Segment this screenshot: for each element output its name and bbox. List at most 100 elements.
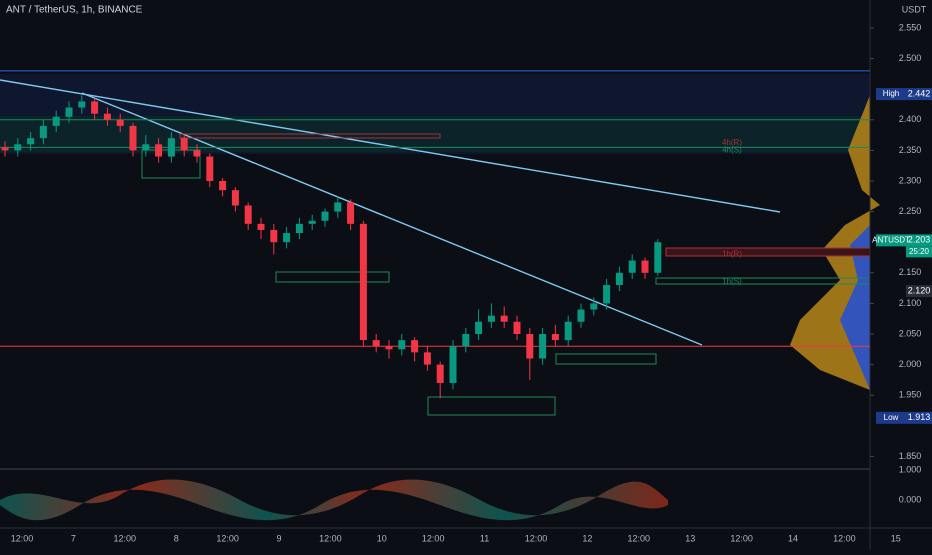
candle-body xyxy=(65,107,73,117)
candle-body xyxy=(244,205,252,224)
candle-body xyxy=(590,303,598,310)
x-tick-label: 12:00 xyxy=(216,533,239,543)
candle-body xyxy=(283,233,291,243)
currency-label: USDT xyxy=(902,4,927,14)
volume-profile-value-area xyxy=(840,225,870,390)
y-tick-label: 2.000 xyxy=(899,359,922,369)
candle-body xyxy=(551,334,559,341)
x-tick-label: 7 xyxy=(71,533,76,543)
trend-line xyxy=(81,92,703,346)
candle-body xyxy=(206,156,214,181)
x-tick-label: 15 xyxy=(891,533,901,543)
candle-body xyxy=(385,346,393,350)
price-label: 2.203 xyxy=(908,235,931,245)
price-label: 2.442 xyxy=(908,88,931,98)
oscillator-tick-label: 1.000 xyxy=(899,464,922,474)
candle-body xyxy=(91,101,99,114)
y-tick-label: 2.150 xyxy=(899,267,922,277)
candle-body xyxy=(628,260,636,273)
candle-body xyxy=(526,334,534,359)
x-tick-label: 12:00 xyxy=(730,533,753,543)
y-tick-label: 2.400 xyxy=(899,114,922,124)
candle-body xyxy=(462,334,470,347)
oscillator xyxy=(0,479,668,521)
candle-body xyxy=(14,144,22,151)
candle-body xyxy=(577,309,585,322)
candle-body xyxy=(180,138,188,151)
candle-body xyxy=(423,352,431,365)
candle-body xyxy=(475,321,483,334)
x-tick-label: 12:00 xyxy=(319,533,342,543)
candle-body xyxy=(295,223,303,234)
countdown-box xyxy=(906,246,932,258)
order-block xyxy=(555,353,657,365)
candle-body xyxy=(27,138,35,145)
x-tick-label: 12:00 xyxy=(628,533,651,543)
candle-body xyxy=(308,220,316,224)
y-tick-label: 2.100 xyxy=(899,298,922,308)
x-tick-label: 14 xyxy=(788,533,798,543)
order-block xyxy=(427,396,556,416)
zone-label: 1h(S) xyxy=(722,277,742,286)
price-label: 1.913 xyxy=(908,412,931,422)
candle-body xyxy=(1,147,9,151)
price-label-box xyxy=(906,285,932,298)
oscillator-tick-label: 0.000 xyxy=(899,494,922,504)
candle-body xyxy=(372,340,380,347)
price-label-name-box xyxy=(876,234,906,247)
price-label-name: ANTUSDT xyxy=(872,235,910,244)
candle-body xyxy=(359,223,367,341)
x-tick-label: 12 xyxy=(582,533,592,543)
candle-body xyxy=(513,321,521,334)
price-label-box xyxy=(906,88,932,101)
candle-body xyxy=(167,138,175,157)
candle-body xyxy=(142,144,150,151)
candle-body xyxy=(129,125,137,151)
candle-body xyxy=(231,190,239,206)
price-label: 2.120 xyxy=(908,286,931,296)
x-tick-label: 9 xyxy=(276,533,281,543)
candle-body xyxy=(398,340,406,350)
price-label-box xyxy=(906,234,932,247)
candle-body xyxy=(539,334,547,359)
x-tick-label: 12:00 xyxy=(525,533,548,543)
x-tick-label: 12:00 xyxy=(422,533,445,543)
candle-body xyxy=(603,285,611,304)
y-tick-label: 1.950 xyxy=(899,390,922,400)
x-tick-label: 13 xyxy=(685,533,695,543)
y-tick-label: 2.050 xyxy=(899,328,922,338)
candle-body xyxy=(270,229,278,243)
candle-body xyxy=(321,211,329,221)
zone-label: 4h(S) xyxy=(722,146,742,155)
candle-body xyxy=(449,346,457,383)
candle-body xyxy=(615,272,623,286)
order-block xyxy=(665,247,871,257)
candle-body xyxy=(564,321,572,341)
price-label-name: High xyxy=(883,89,899,98)
order-block xyxy=(275,271,390,283)
x-tick-label: 12:00 xyxy=(833,533,856,543)
candle-body xyxy=(193,150,201,157)
x-tick-label: 12:00 xyxy=(114,533,137,543)
order-block xyxy=(179,133,441,139)
candle-body xyxy=(641,260,649,273)
candle-body xyxy=(39,125,47,139)
y-tick-label: 2.350 xyxy=(899,145,922,155)
countdown: 25:20 xyxy=(909,247,930,256)
chart-title: ANT / TetherUS, 1h, BINANCE xyxy=(6,5,143,16)
candle-body xyxy=(500,315,508,322)
zone-label: 4h(R) xyxy=(722,138,742,147)
candle-body xyxy=(257,223,265,230)
x-tick-label: 10 xyxy=(377,533,387,543)
y-tick-label: 2.550 xyxy=(899,22,922,32)
candle-body xyxy=(654,242,662,273)
y-tick-label: 2.500 xyxy=(899,53,922,63)
y-tick-label: 2.250 xyxy=(899,206,922,216)
x-tick-label: 11 xyxy=(480,533,489,543)
y-tick-label: 1.850 xyxy=(899,451,922,461)
candle-body xyxy=(219,181,227,191)
y-tick-label: 2.300 xyxy=(899,175,922,185)
candle-body xyxy=(78,101,86,108)
price-label-name-box xyxy=(876,411,906,424)
